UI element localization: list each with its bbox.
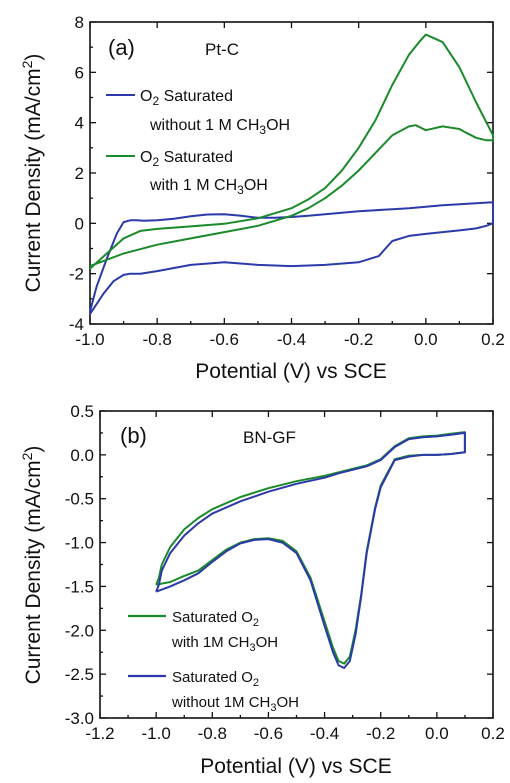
- panel-a-xtick-label: 0.0: [414, 330, 438, 349]
- panel-b-ytick-label: -2.0: [65, 621, 94, 640]
- panel-a-xtick-label: -0.2: [344, 330, 373, 349]
- legend-b-entry-1-line2: without 1M CH3OH: [171, 694, 299, 714]
- panel-a-xtick-label: -0.8: [143, 330, 172, 349]
- panel-b-ytick-label: 0.5: [70, 402, 94, 421]
- panel-a-xtick-label: 0.2: [481, 330, 505, 349]
- panel-a-legend: O2 Saturated without 1 M CH3OH O2 Satura…: [106, 88, 290, 197]
- panel-a-series: [89, 33, 494, 315]
- panel-b: -1.2 -1.0 -0.8 -0.6 -0.4 -0.2 0.0 0.2 -3.0 -2.5 -2…: [19, 402, 505, 778]
- panel-b-xtick-label: 0.2: [481, 724, 505, 743]
- panel-b-xtick-label: -0.4: [310, 724, 339, 743]
- panel-b-xtick-label: -0.8: [198, 724, 227, 743]
- panel-b-ylabel: Current Density (mA/cm2): [19, 446, 45, 685]
- panel-b-xtick-label: 0.0: [425, 724, 449, 743]
- panel-a-series-line-1: [89, 33, 494, 270]
- panel-a-ytick-label: 0: [75, 214, 84, 233]
- legend-a-entry-0-line2: without 1 M CH3OH: [149, 117, 290, 137]
- panel-b-frame: [99, 410, 494, 719]
- panel-b-xtick-label: -0.6: [254, 724, 283, 743]
- panel-a-label: (a): [108, 35, 135, 60]
- panel-b-series: [155, 431, 466, 669]
- panel-b-ytick-label: 0.0: [70, 446, 94, 465]
- panel-b-label: (b): [120, 423, 147, 448]
- panel-b-ytick-label: -2.5: [65, 665, 94, 684]
- panel-b-ytick-label: -0.5: [65, 490, 94, 509]
- legend-a-entry-0-line1: O2 Saturated: [140, 88, 233, 108]
- panel-a-ytick-label: -4: [69, 315, 84, 334]
- panel-b-xtick-label: -1.0: [141, 724, 170, 743]
- panel-b-xlabel: Potential (V) vs SCE: [200, 755, 391, 778]
- panel-b-ytick-label: -1.0: [65, 534, 94, 553]
- panel-b-series-line-0: [155, 431, 466, 665]
- legend-a-entry-1-line2: with 1 M CH3OH: [149, 177, 268, 197]
- panel-b-xtick-label: -1.2: [85, 724, 114, 743]
- panel-a-ticks: -1.0 -0.8 -0.6 -0.4 -0.2 0.0 0.2 -4 -2 0 2 4 6 8: [69, 13, 505, 349]
- panel-b-ticks: -1.2 -1.0 -0.8 -0.6 -0.4 -0.2 0.0 0.2 -3.0 -2.5 -2…: [65, 402, 505, 743]
- panel-a-ylabel: Current Density (mA/cm2): [19, 54, 45, 293]
- panel-b-title: BN-GF: [243, 428, 296, 447]
- legend-b-entry-0-line2: with 1M CH3OH: [171, 634, 278, 654]
- panel-a-xtick-label: -1.0: [75, 330, 104, 349]
- panel-a-ytick-label: 2: [75, 164, 84, 183]
- panel-a-title: Pt-C: [205, 40, 239, 59]
- panel-b-legend: Saturated O2 with 1M CH3OH Saturated O2 …: [128, 609, 299, 714]
- legend-b-entry-0-line1: Saturated O2: [172, 609, 259, 629]
- panel-a-xlabel: Potential (V) vs SCE: [195, 360, 386, 383]
- panel-a-ytick-label: 6: [75, 63, 84, 82]
- panel-a-xtick-label: -0.4: [277, 330, 306, 349]
- legend-a-entry-1-line1: O2 Saturated: [140, 149, 233, 169]
- panel-b-series-line-1: [155, 431, 466, 669]
- panel-a-series-line-0: [89, 201, 494, 315]
- panel-a-ytick-label: -2: [69, 265, 84, 284]
- panel-a-ytick-label: 4: [75, 114, 84, 133]
- panel-a-frame: [89, 21, 494, 325]
- panel-b-ytick-label: -3.0: [65, 709, 94, 728]
- legend-b-entry-1-line1: Saturated O2: [172, 669, 259, 689]
- panel-a-ytick-label: 8: [75, 13, 84, 32]
- panel-a-xtick-label: -0.6: [210, 330, 239, 349]
- panel-b-ytick-label: -1.5: [65, 577, 94, 596]
- panel-b-xtick-label: -0.2: [366, 724, 395, 743]
